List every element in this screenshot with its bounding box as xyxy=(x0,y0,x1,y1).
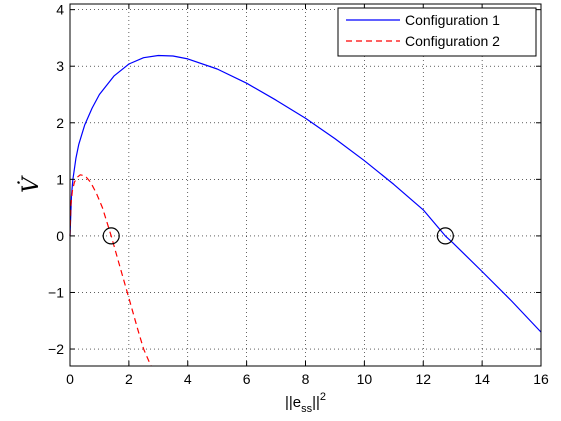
y-tick-label: −2 xyxy=(48,341,64,357)
y-tick-label: −1 xyxy=(48,284,64,300)
open-circle-marker xyxy=(436,227,454,245)
grid xyxy=(70,4,541,366)
y-tick-label: 0 xyxy=(56,228,64,244)
legend: Configuration 1 Configuration 2 xyxy=(337,7,537,57)
markers xyxy=(102,227,454,245)
x-axis-label: ||ess||2 xyxy=(285,391,326,415)
x-tick-label: 2 xyxy=(125,371,133,387)
x-axis-label-suffix: || xyxy=(312,394,320,411)
x-axis-label-base: ||e xyxy=(285,394,301,411)
x-axis-label-superscript: 2 xyxy=(320,391,326,403)
x-tick-label: 14 xyxy=(474,371,490,387)
series-line-configuration-1 xyxy=(69,54,542,333)
x-tick-label: 4 xyxy=(184,371,192,387)
y-tick-label: 2 xyxy=(56,115,64,131)
open-circle-marker xyxy=(102,227,120,245)
x-tick-label: 0 xyxy=(66,371,74,387)
series-line-configuration-2 xyxy=(69,174,152,367)
series-layer xyxy=(69,54,542,367)
x-tick-label: 12 xyxy=(415,371,431,387)
y-axis-label: V̇ xyxy=(18,175,44,193)
legend-label-configuration-2: Configuration 2 xyxy=(405,33,500,49)
y-tick-label: 3 xyxy=(56,58,64,74)
y-tick-label: 4 xyxy=(56,2,64,18)
x-tick-label: 10 xyxy=(357,371,373,387)
x-tick-label: 6 xyxy=(243,371,251,387)
legend-label-configuration-1: Configuration 1 xyxy=(405,12,500,28)
x-tick-label: 8 xyxy=(302,371,310,387)
x-axis-label-subscript: ss xyxy=(301,403,313,415)
x-tick-label: 16 xyxy=(533,371,549,387)
y-tick-label: 1 xyxy=(56,171,64,187)
legend-box xyxy=(337,7,537,57)
